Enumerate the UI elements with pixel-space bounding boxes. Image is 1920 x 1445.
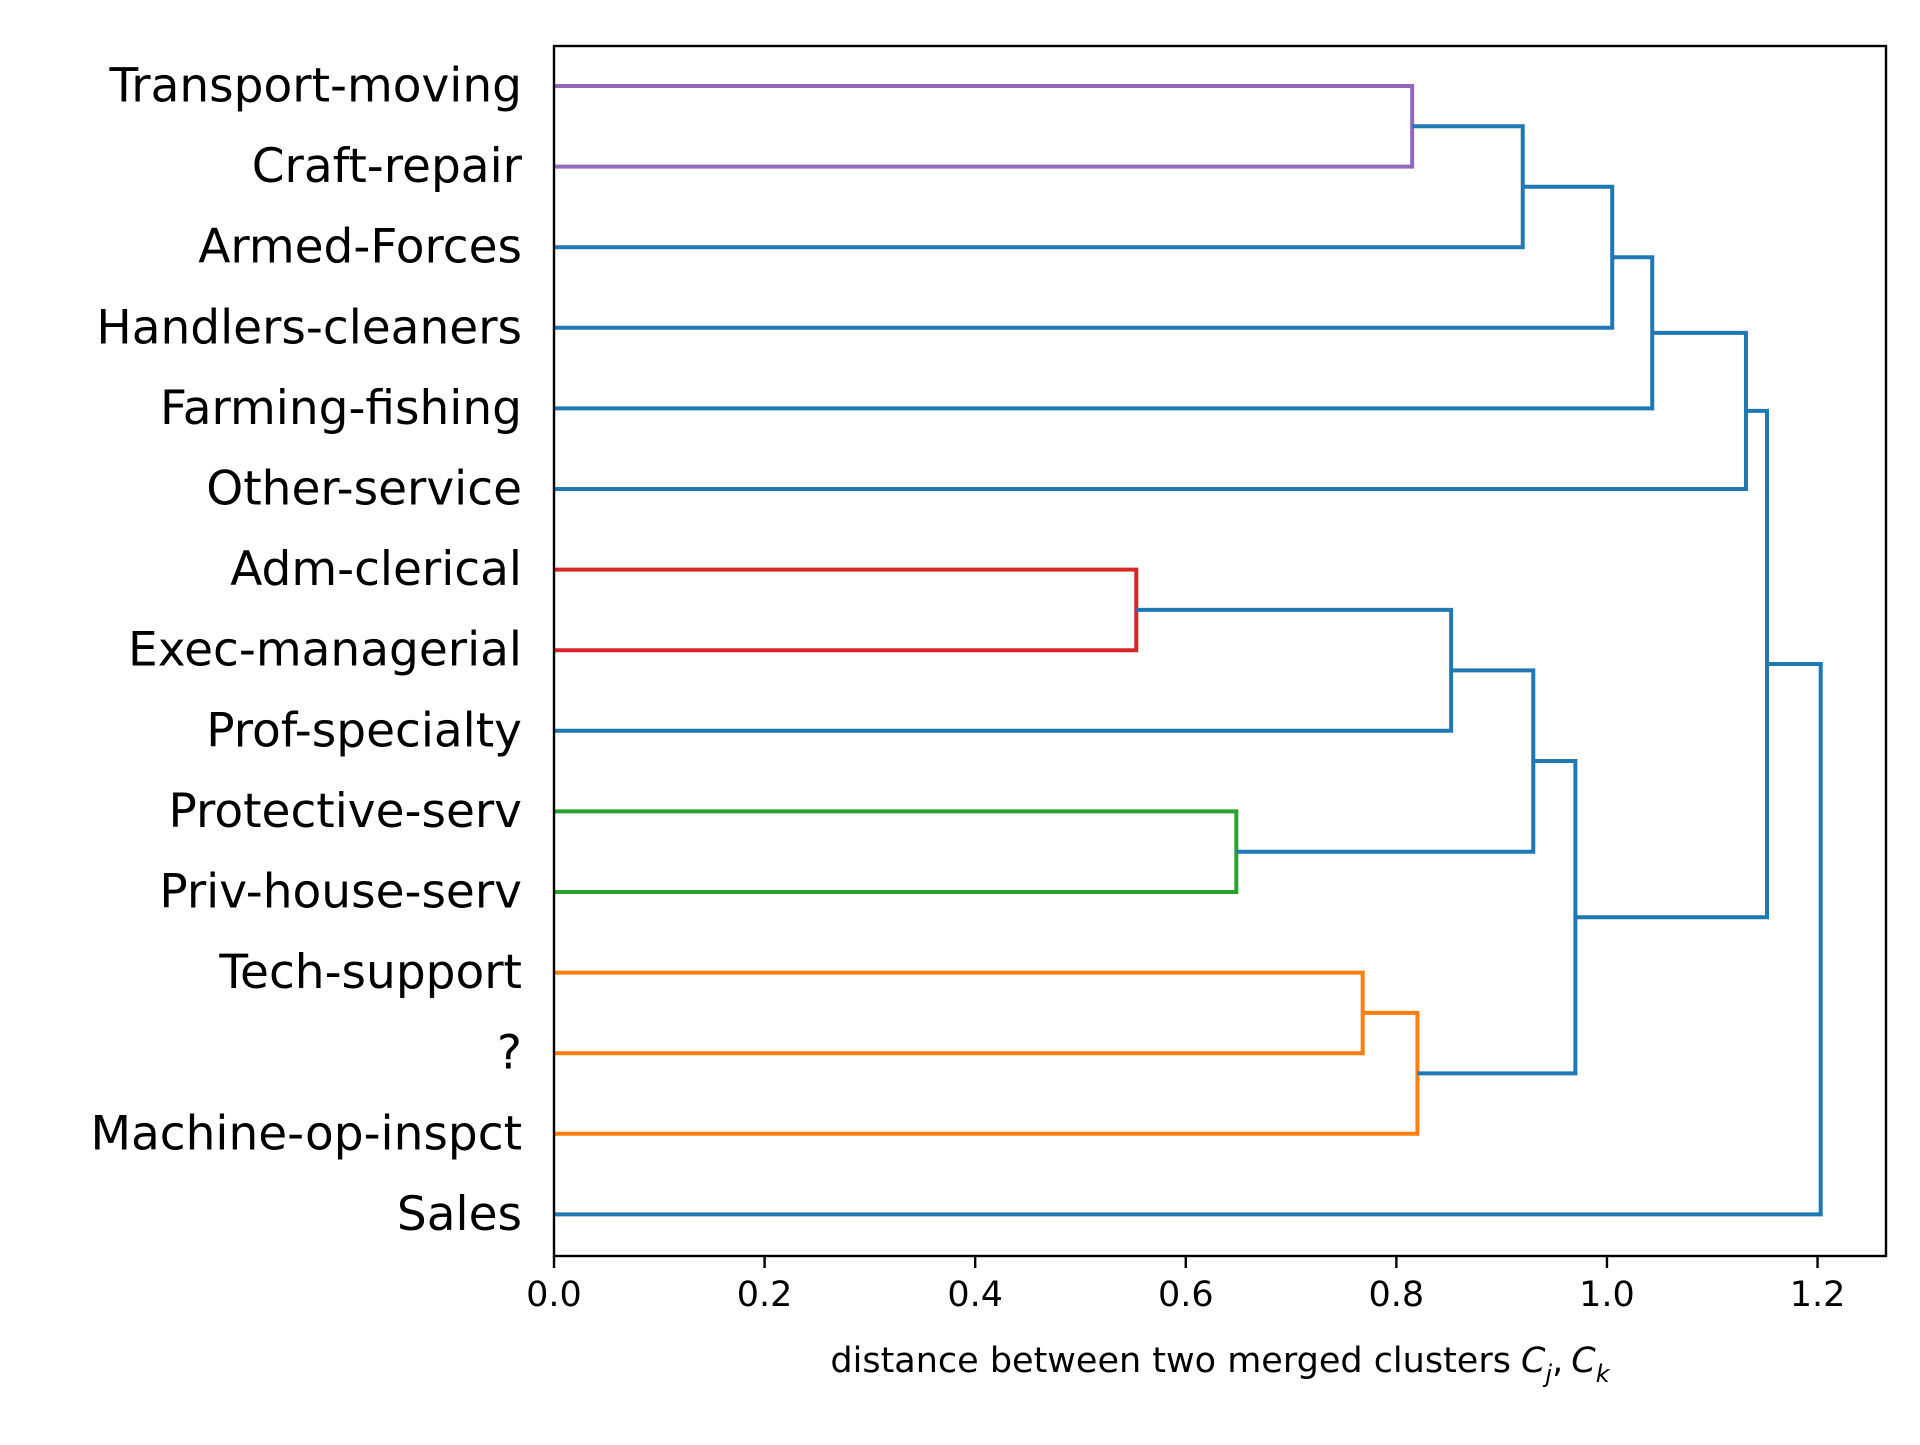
x-tick-label: 1.0 [1579, 1275, 1635, 1315]
dendrogram-link [554, 607, 1454, 733]
leaf-label: Protective-serv [169, 784, 522, 839]
dendrogram-link [554, 84, 1415, 169]
leaf-label: Priv-house-serv [159, 865, 522, 920]
leaf-label: Transport-moving [108, 59, 522, 114]
dendrogram-link [554, 662, 1823, 1217]
x-tick-label: 0.4 [947, 1275, 1003, 1315]
x-tick-label: 0.2 [737, 1275, 793, 1315]
leaf-label: Farming-fishing [160, 381, 522, 436]
dendrogram-link [1575, 408, 1770, 920]
leaf-label: Armed-Forces [198, 220, 522, 275]
leaf-label: Handlers-cleaners [96, 300, 522, 355]
x-axis-label: distance between two merged clusters Cj, C… [830, 1341, 1610, 1388]
leaf-label: ? [497, 1026, 522, 1081]
leaf-label: Craft-repair [252, 139, 523, 194]
plot-frame [552, 44, 1888, 1258]
x-tick-label: 0.8 [1369, 1275, 1425, 1315]
dendrogram-link [554, 970, 1365, 1056]
dendrogram-link [1236, 668, 1536, 854]
leaf-label: Exec-managerial [128, 623, 522, 678]
leaf-label: Other-service [206, 462, 522, 517]
x-tick-label: 0.0 [526, 1275, 582, 1315]
dendrogram-link [554, 184, 1615, 330]
leaf-label: Tech-support [218, 945, 522, 1000]
dendrogram-link [554, 255, 1655, 411]
links-layer [554, 84, 1823, 1217]
x-ticks: 0.0 0.2 0.4 0.6 0.8 1.0 1.2 [526, 1256, 1845, 1315]
x-tick-label: 1.2 [1790, 1275, 1846, 1315]
leaf-labels: Transport-moving Craft-repair Armed-Forces… [90, 59, 522, 1242]
dendrogram-link [554, 124, 1525, 250]
dendrogram-link [554, 1010, 1420, 1136]
leaf-label: Sales [397, 1187, 522, 1242]
dendrogram-link [1417, 759, 1578, 1076]
leaf-label: Adm-clerical [230, 542, 522, 597]
dendrogram-link [554, 567, 1139, 653]
dendrogram-link [554, 330, 1748, 491]
leaf-label: Prof-specialty [206, 703, 522, 758]
dendrogram-link [554, 809, 1239, 894]
leaf-label: Machine-op-inspct [90, 1106, 522, 1161]
x-tick-label: 0.6 [1158, 1275, 1214, 1315]
